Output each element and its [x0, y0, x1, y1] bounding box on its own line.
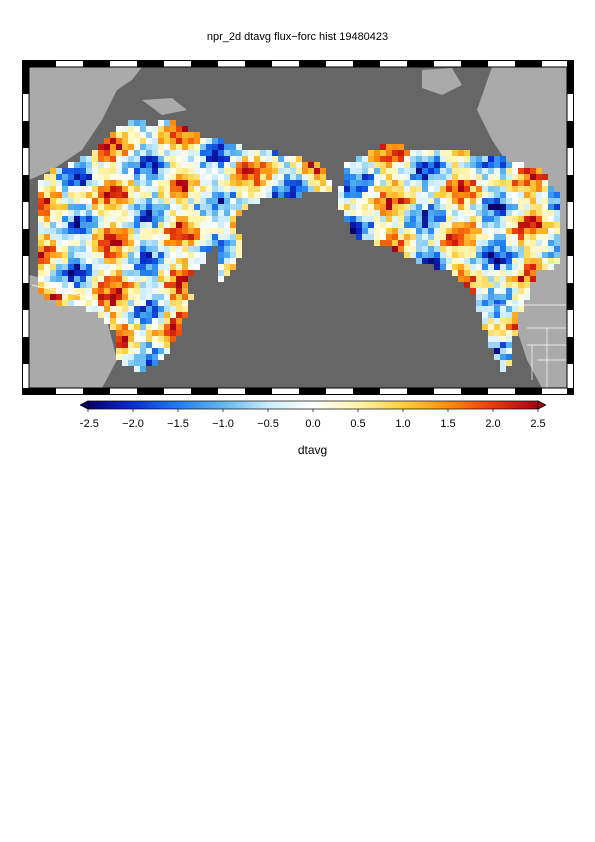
colorbar-tick-label: 2.0	[485, 418, 500, 430]
colorbar-left-arrow	[80, 400, 89, 410]
colorbar-right-arrow	[537, 400, 546, 410]
colorbar-tick-label: 1.5	[440, 418, 455, 430]
colorbar-tick-label: 2.5	[530, 418, 545, 430]
colorbar-tick-label: −1.5	[167, 418, 189, 430]
frame-border	[23, 61, 573, 394]
colorbar-ticks: −2.5 −2.0 −1.5 −1.0 −0.5 0.0 0.5 1.0 1.5 2.0 2.5	[80, 409, 546, 430]
map-panel	[22, 60, 574, 395]
colorbar-label: dtavg	[297, 443, 328, 457]
colorbar-tick-label: 0.0	[305, 418, 320, 430]
colorbar-tick-label: −0.5	[257, 418, 279, 430]
colorbar-tick-label: 0.5	[350, 418, 365, 430]
anomaly-cells	[38, 120, 560, 372]
colorbar-tick-label: −2.5	[80, 418, 99, 430]
country-borders	[31, 284, 567, 388]
colorbar-strip	[87, 400, 539, 410]
plot-title: npr_2d dtavg flux−forc hist 19480423	[206, 31, 389, 43]
colorbar: −2.5 −2.0 −1.5 −1.0 −0.5 0.0 0.5 1.0 1.5 2.0 2.5	[80, 400, 546, 430]
colorbar-tick-label: 1.0	[395, 418, 410, 430]
colorbar-tick-label: −2.0	[122, 418, 144, 430]
colorbar-tick-label: −1.0	[212, 418, 234, 430]
